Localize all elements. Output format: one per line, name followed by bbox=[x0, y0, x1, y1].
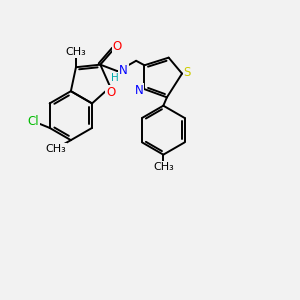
Text: Cl: Cl bbox=[27, 115, 39, 128]
Text: S: S bbox=[184, 66, 191, 79]
Text: N: N bbox=[135, 84, 143, 97]
Text: O: O bbox=[106, 86, 116, 99]
Text: H: H bbox=[111, 73, 119, 83]
Text: N: N bbox=[119, 64, 128, 77]
Text: CH₃: CH₃ bbox=[153, 162, 174, 172]
Text: CH₃: CH₃ bbox=[66, 47, 86, 57]
Text: CH₃: CH₃ bbox=[45, 143, 66, 154]
Text: O: O bbox=[113, 40, 122, 52]
